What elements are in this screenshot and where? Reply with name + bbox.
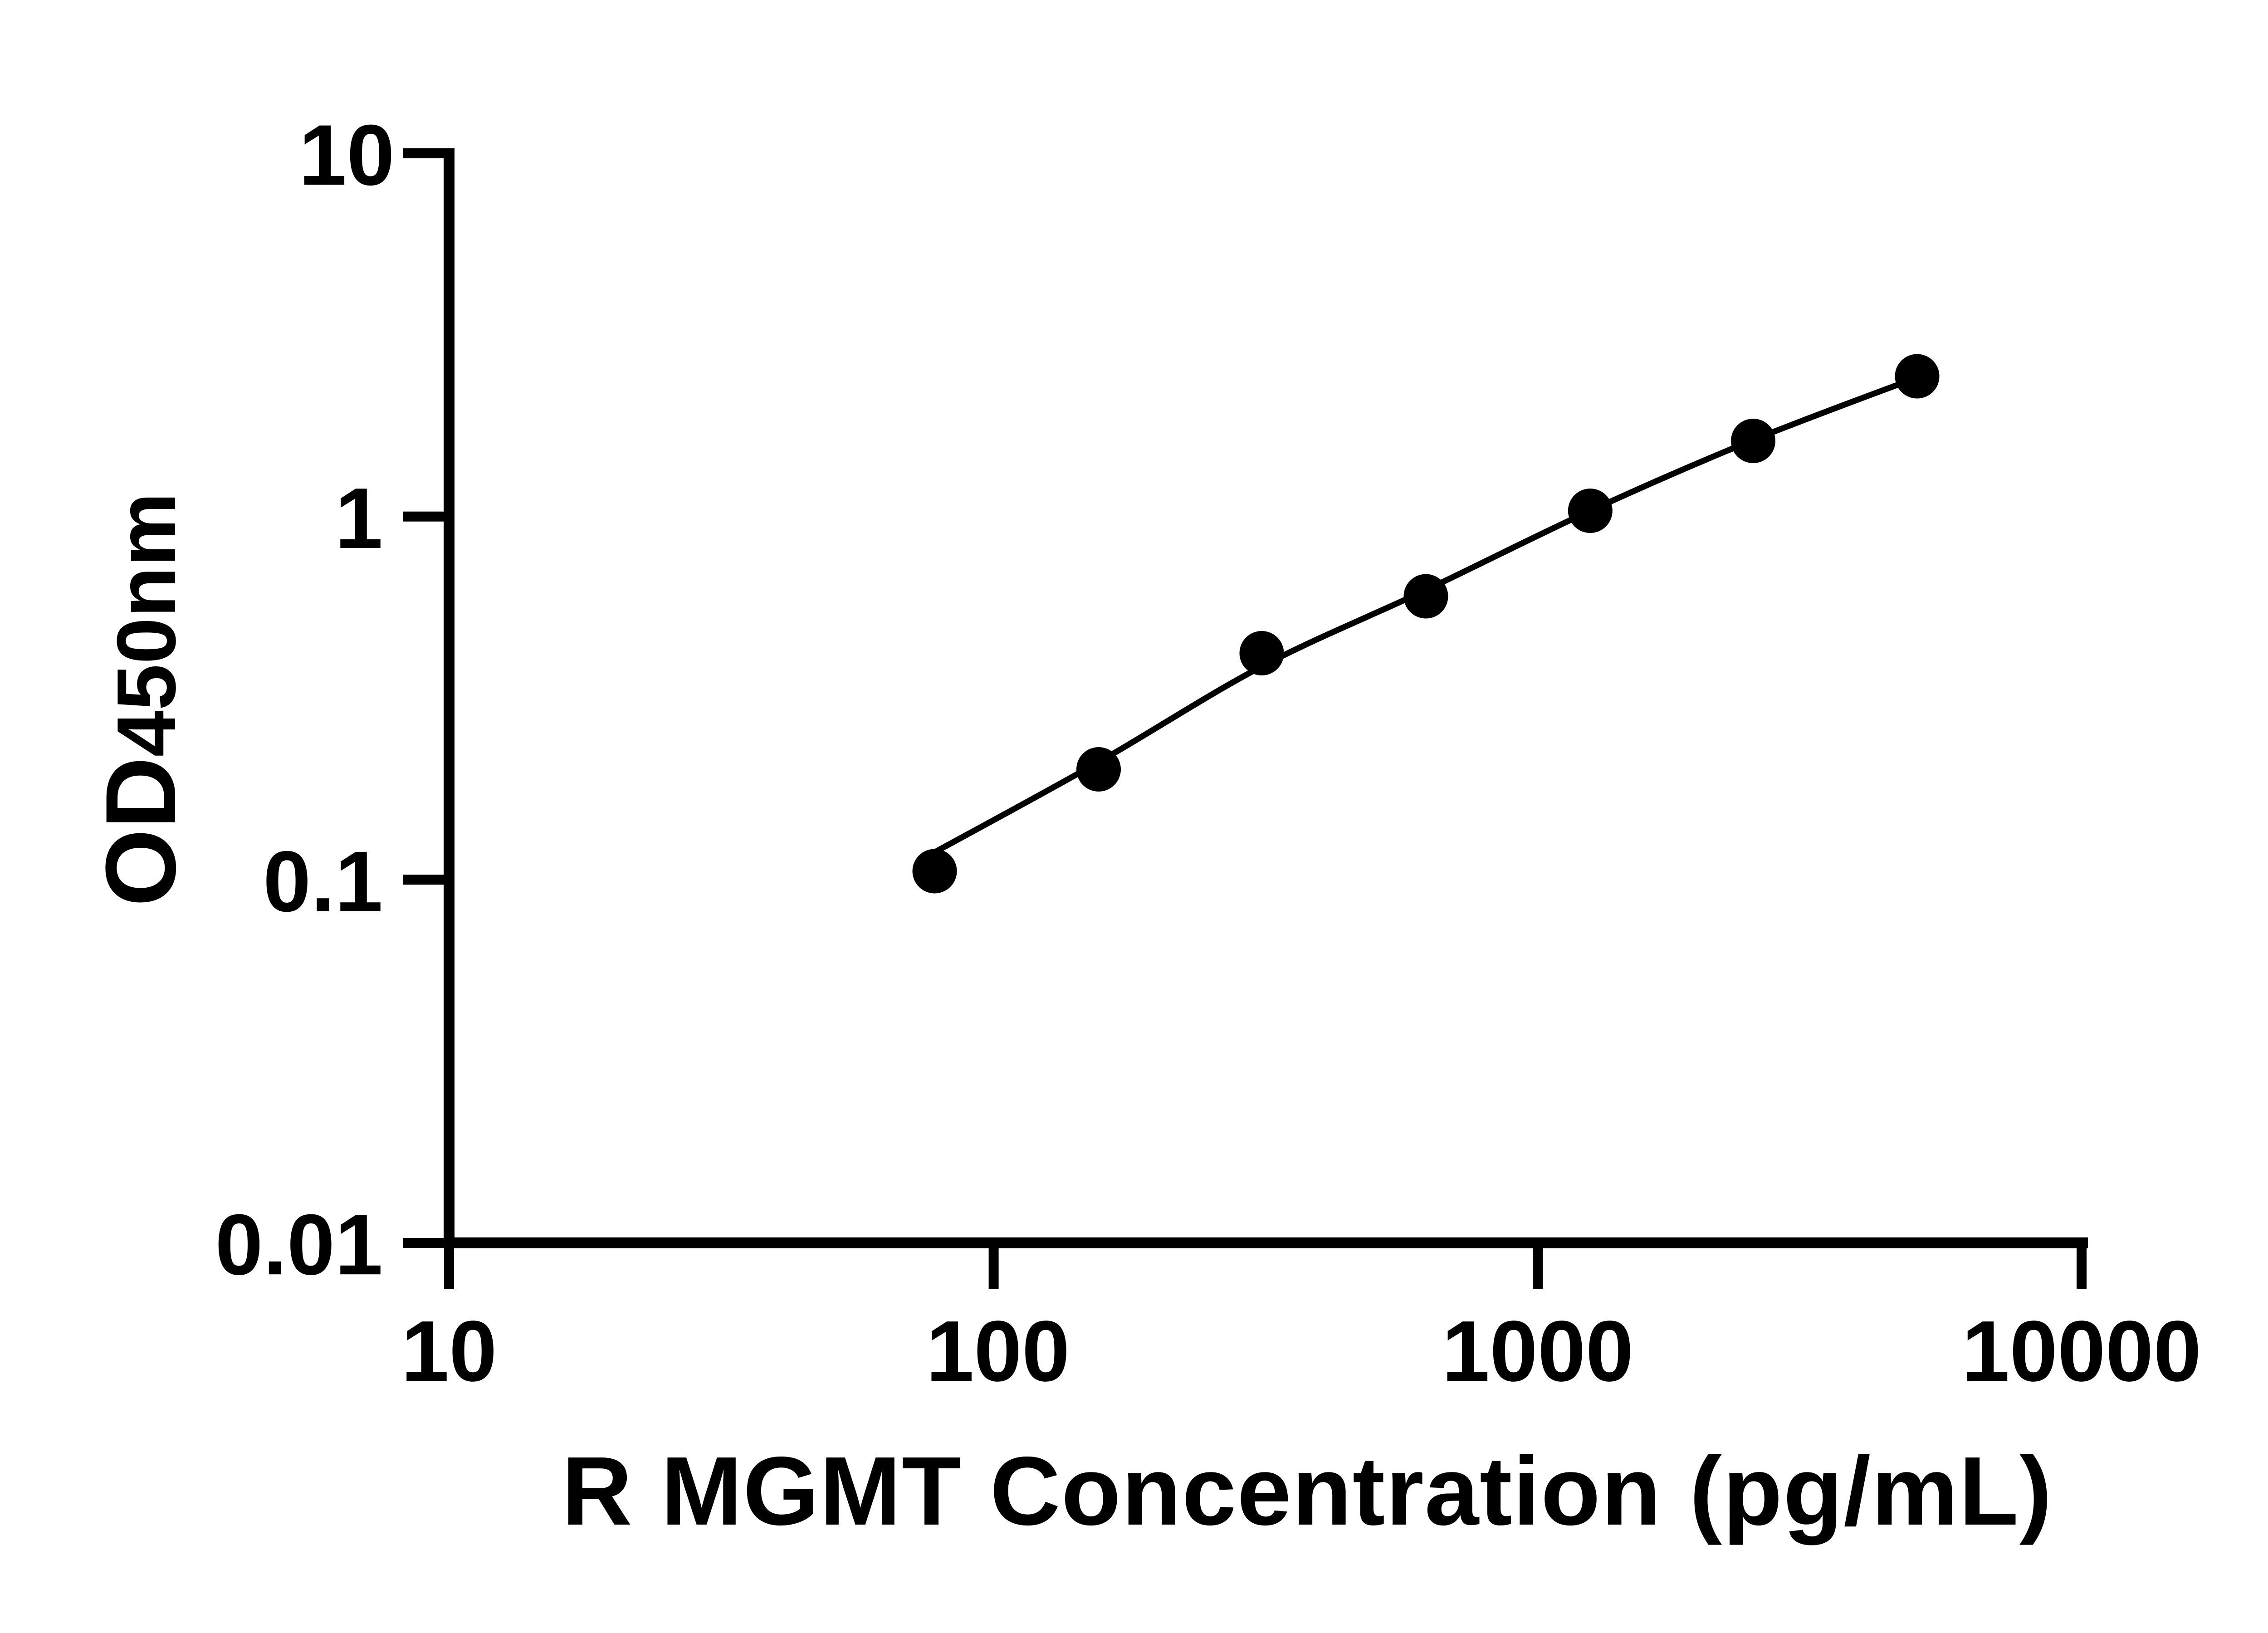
svg-text:R MGMT Concentration (pg/mL): R MGMT Concentration (pg/mL)	[562, 1436, 2052, 1545]
svg-text:10: 10	[401, 1303, 497, 1399]
svg-text:0.01: 0.01	[215, 1197, 383, 1293]
svg-text:0.1: 0.1	[263, 834, 383, 930]
svg-text:1000: 1000	[1442, 1303, 1634, 1399]
svg-text:10000: 10000	[1962, 1303, 2201, 1399]
svg-text:OD450nm: OD450nm	[85, 493, 196, 907]
svg-text:10: 10	[299, 107, 395, 203]
svg-text:100: 100	[926, 1303, 1070, 1399]
svg-text:1: 1	[335, 470, 383, 567]
